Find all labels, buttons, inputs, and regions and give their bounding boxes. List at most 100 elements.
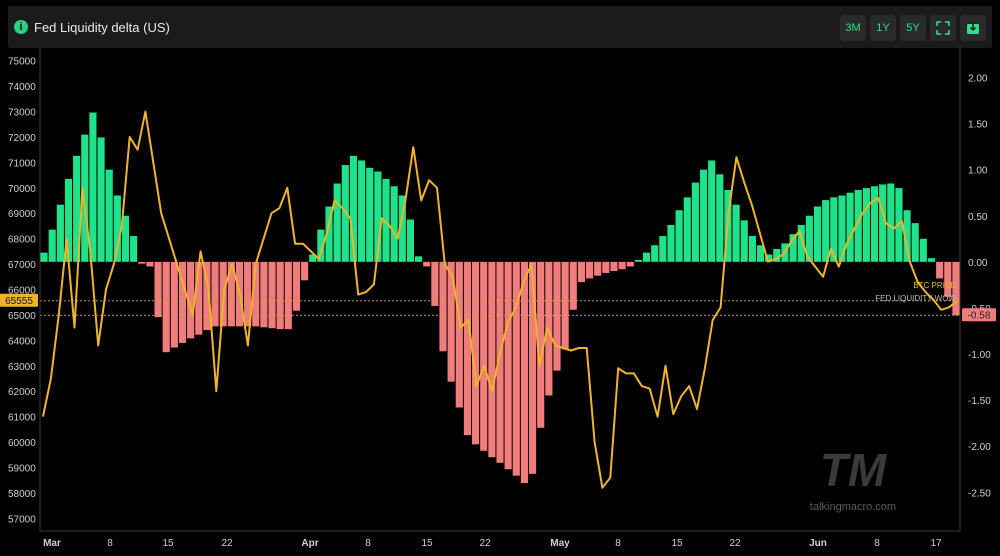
- liquidity-bar: [480, 261, 488, 451]
- liquidity-bar: [358, 160, 366, 262]
- x-tick-label: 8: [874, 538, 880, 549]
- liquidity-bar: [936, 261, 944, 279]
- liquidity-bar: [553, 261, 561, 371]
- liquidity-bar: [268, 261, 276, 329]
- liquidity-bar: [765, 254, 773, 262]
- x-tick-label: 8: [615, 538, 621, 549]
- x-tick-label: Jun: [809, 538, 827, 549]
- liquidity-bar: [911, 223, 919, 262]
- liquidity-bar: [455, 261, 463, 408]
- left-tick-label: 71000: [8, 158, 36, 169]
- liquidity-bar: [797, 224, 805, 262]
- liquidity-bar: [390, 186, 398, 262]
- liquidity-bar: [227, 261, 235, 327]
- liquidity-bar: [276, 261, 284, 330]
- liquidity-bar: [594, 261, 602, 276]
- liquidity-bar: [944, 261, 952, 297]
- info-icon[interactable]: i: [14, 20, 28, 34]
- right-tick-label: 2.00: [968, 74, 988, 85]
- liquidity-bar: [284, 261, 292, 330]
- btc-price-series-label: BTC PRICE: [913, 281, 956, 290]
- x-tick-label: May: [550, 538, 570, 549]
- fullscreen-icon[interactable]: [930, 15, 956, 41]
- left-tick-label: 72000: [8, 133, 36, 144]
- liquidity-bar: [504, 261, 512, 470]
- watermark: TM talkingmacro.com: [810, 444, 896, 513]
- liquidity-bar: [732, 204, 740, 262]
- liquidity-bar: [952, 261, 960, 316]
- liquidity-bar: [512, 261, 520, 476]
- liquidity-bar: [691, 182, 699, 262]
- series-labels: 65555 -0.58 BTC PRICE FED LIQUIDITY WOW: [0, 281, 996, 322]
- left-tick-label: 63000: [8, 362, 36, 373]
- liquidity-bar: [610, 261, 618, 272]
- btc-price-tag-bg: [0, 293, 38, 307]
- liquidity-bar: [520, 261, 528, 484]
- liquidity-bar: [447, 261, 455, 382]
- x-tick-label: 22: [729, 538, 741, 549]
- x-tick-label: 15: [421, 538, 433, 549]
- x-tick-label: 15: [162, 538, 174, 549]
- liquidity-bar: [708, 160, 716, 262]
- left-tick-label: 61000: [8, 413, 36, 424]
- liquidity-bar: [585, 261, 594, 279]
- liquidity-bar: [748, 236, 756, 262]
- x-tick-label: 17: [930, 538, 942, 549]
- liquidity-bar: [333, 183, 341, 262]
- liquidity-bar: [349, 155, 358, 262]
- liquidity-bar: [642, 252, 651, 262]
- right-tick-label: -2.50: [968, 488, 991, 499]
- liquidity-series-label: FED LIQUIDITY WOW: [875, 294, 956, 303]
- liquidity-bar: [309, 254, 317, 262]
- x-tick-label: Mar: [43, 538, 61, 549]
- x-tick-label: 8: [365, 538, 371, 549]
- range-5y-button[interactable]: 5Y: [900, 15, 926, 41]
- liquidity-bar: [618, 261, 626, 270]
- liquidity-bar: [211, 261, 219, 327]
- liquidity-bar: [406, 219, 415, 262]
- fed-liquidity-bars: [40, 112, 960, 484]
- liquidity-bar: [903, 210, 911, 262]
- liquidity-bar: [626, 261, 634, 267]
- liquidity-bar: [374, 171, 382, 262]
- left-tick-label: 75000: [8, 57, 36, 68]
- liquidity-bar: [73, 155, 81, 262]
- liquidity-bar: [366, 167, 374, 262]
- right-tick-label: 1.00: [968, 166, 988, 177]
- range-1y-button[interactable]: 1Y: [870, 15, 896, 41]
- download-icon[interactable]: [960, 15, 986, 41]
- liquidity-bar: [439, 261, 447, 352]
- liquidity-bar: [121, 215, 130, 262]
- liquidity-bar: [846, 192, 854, 262]
- left-tick-label: 67000: [8, 260, 36, 271]
- left-tick-label: 70000: [8, 184, 36, 195]
- btc-price-polyline: [42, 110, 958, 489]
- left-tick-label: 57000: [8, 514, 36, 525]
- liquidity-bar: [537, 261, 545, 428]
- liquidity-bar: [716, 174, 724, 262]
- left-tick-label: 73000: [8, 108, 36, 119]
- liquidity-bar: [154, 261, 162, 318]
- chart-title: Fed Liquidity delta (US): [34, 20, 170, 35]
- liquidity-bar: [887, 183, 895, 262]
- right-tick-label: -1.50: [968, 396, 991, 407]
- liquidity-bar: [879, 184, 887, 262]
- liquidity-bar: [756, 245, 765, 262]
- liquidity-bar: [577, 261, 585, 283]
- liquidity-bar: [146, 261, 154, 267]
- liquidity-bar: [423, 261, 431, 267]
- right-tick-label: -2.00: [968, 442, 991, 453]
- liquidity-bar: [667, 224, 675, 262]
- liquidity-bar: [162, 261, 170, 353]
- liquidity-bar: [651, 245, 659, 262]
- x-tick-label: 15: [671, 538, 683, 549]
- liquidity-bar: [561, 261, 569, 350]
- liquidity-bar: [659, 236, 667, 262]
- liquidity-bar: [773, 248, 781, 262]
- btc-price-line: [42, 110, 958, 489]
- left-tick-label: 65000: [8, 311, 36, 322]
- range-3m-button[interactable]: 3M: [840, 15, 866, 41]
- liquidity-bar: [919, 238, 927, 262]
- liquidity-bar: [415, 256, 423, 262]
- liquidity-bar: [496, 261, 504, 463]
